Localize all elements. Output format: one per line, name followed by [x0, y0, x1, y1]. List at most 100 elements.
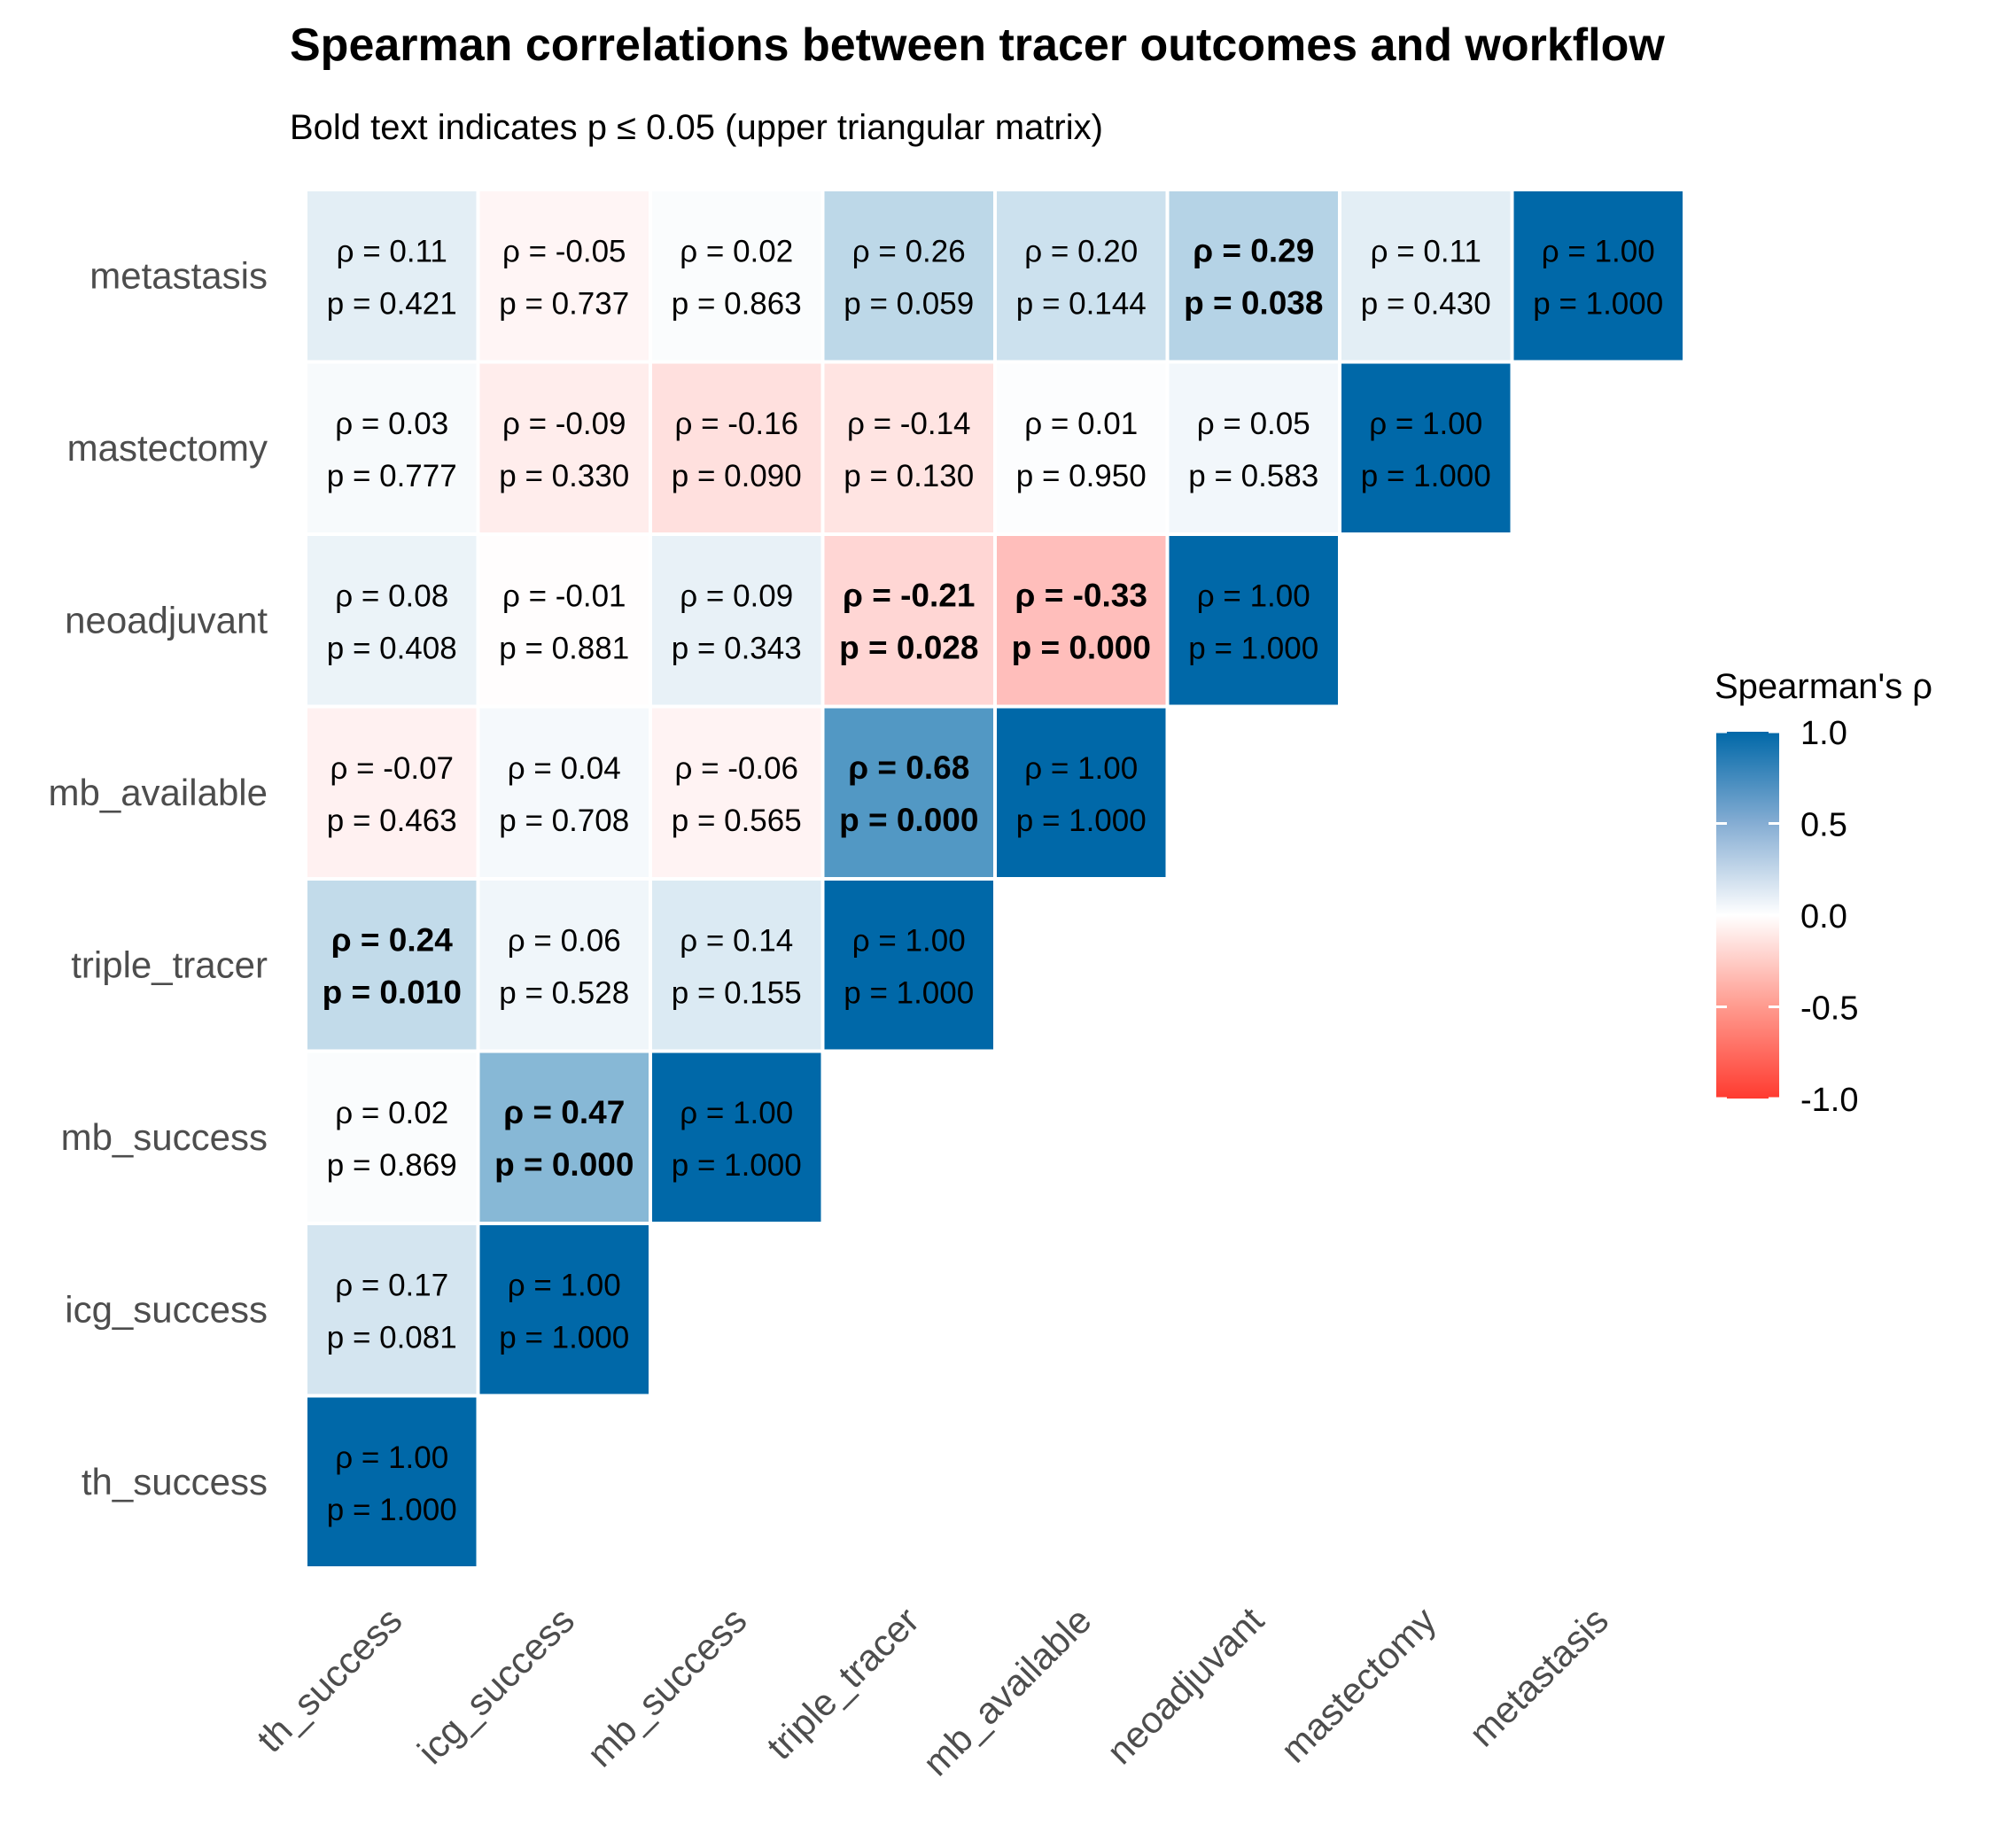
cell-rho-label: ρ = 0.09 [680, 578, 793, 613]
heatmap-cell [479, 881, 649, 1050]
cell-p-label: p = 0.777 [327, 459, 457, 493]
cell-p-label: p = 0.421 [327, 286, 457, 321]
cell-rho-label: ρ = 1.00 [1024, 751, 1138, 786]
cell-p-label: p = 1.000 [499, 1320, 629, 1355]
y-tick-label: icg_success [65, 1288, 268, 1330]
cell-rho-label: ρ = 1.00 [1542, 234, 1655, 268]
heatmap-cell [824, 363, 993, 532]
heatmap-cell [652, 881, 821, 1050]
cell-rho-label: ρ = 0.11 [1371, 234, 1481, 268]
cell-rho-label: ρ = 0.24 [331, 921, 453, 958]
cell-p-label: p = 0.408 [327, 631, 457, 665]
cell-rho-label: ρ = -0.21 [843, 577, 975, 613]
x-tick-label: icg_success [409, 1599, 582, 1772]
heatmap-cell [307, 1052, 477, 1222]
cell-p-label: p = 0.155 [672, 975, 802, 1010]
heatmap-cell [479, 708, 649, 877]
cell-rho-label: ρ = 0.03 [335, 407, 448, 441]
cell-rho-label: ρ = 0.08 [335, 578, 448, 613]
heatmap-cell [652, 536, 821, 705]
cell-rho-label: ρ = 0.26 [852, 234, 966, 268]
y-tick-label: mastectomy [67, 427, 268, 469]
heatmap-cell [307, 363, 477, 532]
heatmap-cell [824, 536, 993, 705]
y-tick-label: mb_available [49, 772, 268, 813]
y-axis-labels: metastasis mastectomy neoadjuvant mb_availa… [49, 254, 268, 1502]
x-tick-label: mb_success [579, 1599, 754, 1774]
heatmap-cell [652, 1052, 821, 1222]
cell-p-label: p = 0.028 [839, 629, 978, 665]
legend-tick-label: -1.0 [1800, 1082, 1858, 1119]
cell-rho-label: ρ = 0.02 [335, 1096, 448, 1130]
cell-p-label: p = 0.038 [1184, 284, 1323, 321]
cell-p-label: p = 0.863 [672, 286, 802, 321]
cell-p-label: p = 0.528 [499, 975, 629, 1010]
heatmap-cell [307, 1225, 477, 1394]
x-tick-label: triple_tracer [758, 1599, 927, 1767]
heatmap-cell [1169, 536, 1338, 705]
heatmap-cell [1513, 191, 1683, 361]
cell-rho-label: ρ = -0.14 [847, 407, 971, 441]
y-tick-label: mb_success [61, 1116, 268, 1158]
cell-rho-label: ρ = 0.17 [335, 1268, 448, 1302]
cell-rho-label: ρ = 0.05 [1197, 407, 1310, 441]
cell-p-label: p = 0.430 [1361, 286, 1491, 321]
cell-p-label: p = 1.000 [1016, 804, 1147, 838]
cell-rho-label: ρ = 1.00 [1369, 407, 1482, 441]
heatmap-cell [479, 363, 649, 532]
cell-rho-label: ρ = 0.01 [1024, 407, 1138, 441]
cell-p-label: p = 0.869 [327, 1148, 457, 1183]
cell-p-label: p = 0.463 [327, 804, 457, 838]
heatmap-cell [824, 191, 993, 361]
cell-p-label: p = 0.090 [672, 459, 802, 493]
heatmap-cells: ρ = 0.11 p = 0.421 ρ = -0.05 p = 0.737 ρ = 0… [307, 191, 1683, 1566]
cell-rho-label: ρ = 1.00 [508, 1268, 621, 1302]
heatmap-cell [1341, 191, 1511, 361]
cell-rho-label: ρ = 0.06 [508, 923, 621, 958]
legend-tick-label: 0.0 [1800, 898, 1847, 936]
heatmap-cell [479, 536, 649, 705]
cell-rho-label: ρ = -0.07 [330, 751, 454, 786]
cell-p-label: p = 0.737 [499, 286, 629, 321]
x-tick-label: th_success [249, 1599, 410, 1760]
heatmap-cell [479, 191, 649, 361]
heatmap-cell [824, 881, 993, 1050]
heatmap-cell [997, 708, 1166, 877]
cell-rho-label: ρ = 0.02 [680, 234, 793, 268]
cell-rho-label: ρ = 0.29 [1193, 232, 1314, 268]
heatmap-cell [307, 536, 477, 705]
heatmap-cell [307, 881, 477, 1050]
chart-subtitle: Bold text indicates p ≤ 0.05 (upper tria… [290, 108, 1103, 147]
legend-tick-label: 1.0 [1800, 715, 1847, 752]
cell-rho-label: ρ = 1.00 [1197, 578, 1310, 613]
cell-rho-label: ρ = -0.33 [1015, 577, 1147, 613]
cell-rho-label: ρ = 0.47 [503, 1094, 625, 1130]
cell-p-label: p = 0.059 [844, 286, 974, 321]
cell-p-label: p = 1.000 [1361, 459, 1491, 493]
cell-rho-label: ρ = 1.00 [335, 1440, 448, 1475]
cell-p-label: p = 0.583 [1188, 459, 1318, 493]
y-tick-label: triple_tracer [71, 943, 268, 985]
legend-tick-label: -0.5 [1800, 990, 1858, 1028]
legend-ticks: 1.0 0.5 0.0 -0.5 -1.0 [1716, 715, 1858, 1119]
cell-rho-label: ρ = 0.68 [848, 749, 969, 786]
y-tick-label: th_success [82, 1461, 268, 1502]
x-tick-label: metastasis [1461, 1599, 1616, 1754]
y-tick-label: metastasis [89, 254, 268, 296]
x-tick-label: neoadjuvant [1099, 1599, 1271, 1772]
cell-rho-label: ρ = 0.14 [680, 923, 793, 958]
cell-p-label: p = 0.330 [499, 459, 629, 493]
heatmap-cell [307, 191, 477, 361]
cell-p-label: p = 0.000 [494, 1146, 634, 1183]
cell-rho-label: ρ = -0.06 [674, 751, 798, 786]
cell-p-label: p = 1.000 [672, 1148, 802, 1183]
cell-rho-label: ρ = 0.04 [508, 751, 621, 786]
cell-p-label: p = 1.000 [327, 1493, 457, 1527]
cell-p-label: p = 0.708 [499, 804, 629, 838]
cell-p-label: p = 0.000 [839, 802, 978, 838]
cell-rho-label: ρ = -0.16 [674, 407, 798, 441]
cell-p-label: p = 0.010 [323, 974, 462, 1010]
heatmap-cell [997, 191, 1166, 361]
chart-title: Spearman correlations between tracer out… [290, 19, 1665, 71]
